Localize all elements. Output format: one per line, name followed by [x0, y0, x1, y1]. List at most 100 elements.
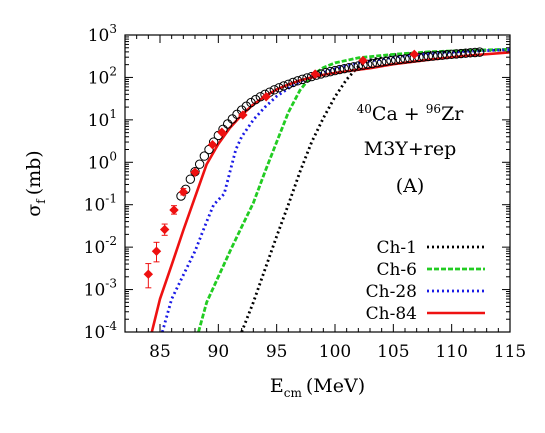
legend-label-ch-84: Ch-84 — [366, 304, 417, 324]
series-line-ch-84 — [150, 51, 510, 332]
open-data-point — [320, 68, 331, 78]
series-line-ch-6 — [197, 47, 510, 332]
reaction-mass2: 96 — [426, 102, 441, 116]
reaction-label: 40Ca + 96Zr — [357, 102, 465, 125]
x-axis-symbol: E — [270, 375, 284, 397]
filled-data-point — [178, 187, 189, 197]
open-data-point — [390, 55, 401, 65]
x-axis-unit: (MeV) — [306, 375, 365, 397]
open-data-point — [451, 49, 462, 59]
filled-data-point — [143, 269, 154, 279]
filled-data-point — [261, 92, 271, 102]
filled-data-point — [159, 224, 170, 235]
y-tick-label: 10-1 — [84, 192, 117, 216]
filled-data-point — [151, 246, 162, 256]
panel-label: (A) — [396, 175, 425, 197]
open-data-point — [292, 76, 303, 86]
y-tick-label: 100 — [88, 149, 117, 173]
open-data-point — [432, 50, 443, 61]
open-data-point — [222, 119, 233, 129]
open-data-point — [344, 62, 354, 73]
open-data-point — [442, 50, 452, 60]
open-data-point — [302, 73, 312, 83]
filled-data-point — [190, 167, 200, 178]
y-axis-title: σf (mb) — [23, 150, 48, 216]
filled-data-point — [207, 139, 218, 150]
open-data-point — [470, 47, 480, 58]
open-data-point — [367, 58, 378, 69]
open-data-point — [288, 77, 298, 88]
open-data-point — [437, 50, 448, 60]
reaction-element1: Ca + — [372, 103, 426, 125]
open-data-point — [372, 58, 382, 68]
y-tick-label: 10-4 — [84, 319, 118, 343]
clipped-marks — [143, 47, 510, 332]
open-data-point — [400, 54, 410, 64]
filled-data-point — [409, 49, 420, 60]
open-data-point — [386, 55, 396, 66]
y-tick-label: 103 — [88, 22, 117, 46]
legend-label-ch-28: Ch-28 — [366, 282, 417, 302]
open-data-point — [395, 54, 406, 65]
y-tick-label: 101 — [88, 107, 117, 131]
marks-layer — [143, 47, 510, 332]
y-axis-subscript: f — [34, 198, 48, 204]
y-tick-label: 102 — [88, 64, 117, 88]
x-tick-label: 95 — [266, 342, 288, 362]
filled-data-point — [217, 127, 227, 137]
ticks-layer: 85 90 95 100 105 110 115 10-4 10-3 10-2 10-1 100 101… — [84, 22, 527, 362]
x-tick-label: 105 — [377, 342, 409, 362]
reaction-mass1: 40 — [357, 102, 372, 116]
filled-data-point — [169, 205, 179, 215]
y-axis-symbol: σ — [23, 204, 45, 217]
open-data-point — [274, 83, 284, 93]
legend-label-ch-6: Ch-6 — [376, 260, 417, 280]
open-data-point — [325, 66, 336, 77]
filled-data-point — [358, 55, 368, 66]
x-tick-label: 85 — [149, 342, 171, 362]
open-data-point — [199, 151, 210, 161]
open-data-point — [278, 81, 289, 91]
x-tick-label: 115 — [494, 342, 526, 362]
open-data-point — [428, 51, 438, 61]
open-data-point — [330, 65, 340, 76]
open-data-point — [465, 48, 476, 58]
open-data-point — [353, 61, 364, 71]
open-data-point — [423, 51, 434, 62]
open-data-point — [418, 52, 429, 62]
open-data-point — [194, 159, 205, 169]
y-tick-label: 10-3 — [84, 277, 117, 301]
open-data-point — [283, 79, 294, 89]
open-data-point — [250, 94, 261, 105]
open-data-point — [474, 47, 485, 57]
open-data-point — [456, 48, 466, 59]
x-axis-title: Ecm (MeV) — [270, 375, 365, 400]
open-data-point — [334, 64, 345, 75]
open-data-point — [381, 56, 392, 66]
open-data-point — [241, 101, 252, 111]
filled-data-point — [238, 110, 248, 120]
open-data-point — [446, 49, 457, 60]
open-data-point — [376, 57, 387, 67]
x-tick-label: 90 — [208, 342, 230, 362]
x-tick-label: 100 — [319, 342, 351, 362]
open-data-point — [339, 63, 350, 74]
y-axis-unit: (mb) — [23, 150, 45, 195]
open-data-point — [227, 114, 238, 124]
filled-data-point — [310, 69, 320, 79]
open-data-point — [297, 74, 308, 85]
legend-label-ch-1: Ch-1 — [376, 238, 417, 258]
open-data-point — [185, 174, 196, 184]
open-data-point — [348, 62, 359, 72]
potential-label: M3Y+rep — [364, 138, 457, 160]
open-data-point — [460, 48, 471, 58]
x-axis-subscript: cm — [284, 386, 303, 400]
plot-frame — [124, 34, 511, 333]
x-tick-label: 110 — [435, 342, 467, 362]
y-tick-label: 10-2 — [84, 234, 117, 258]
open-data-point — [246, 97, 256, 108]
open-data-point — [269, 85, 280, 95]
